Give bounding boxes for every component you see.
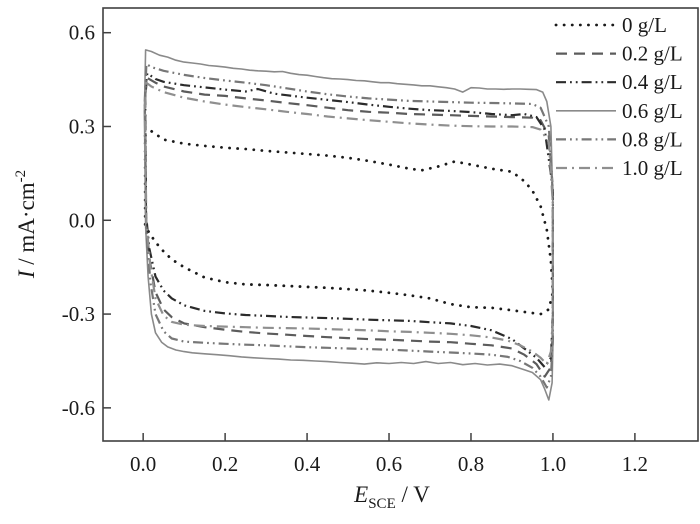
y-tick-label: 0.3 — [69, 114, 95, 138]
x-tick-label: 0.8 — [458, 452, 484, 476]
series-curve-0-4-g-l — [144, 72, 554, 369]
legend-label: 0.2 g/L — [622, 42, 683, 66]
x-tick-label: 0.4 — [294, 452, 321, 476]
y-tick-label: -0.3 — [62, 302, 95, 326]
y-tick-label: 0.0 — [69, 208, 95, 232]
plot-frame — [102, 7, 699, 442]
legend-label: 1.0 g/L — [622, 156, 683, 180]
series-curve-0-2-g-l — [144, 76, 554, 378]
x-tick-label: 0.2 — [212, 452, 238, 476]
series-curve-0-8-g-l — [143, 62, 554, 389]
x-axis-title: ESCE / V — [353, 482, 430, 512]
legend-entry: 0.8 g/L — [556, 127, 683, 151]
legend: 0 g/L 0.2 g/L 0.4 g/L 0.6 g/L 0.8 g/L 1.0 g/L — [554, 13, 683, 180]
y-tick-label: 0.6 — [69, 21, 95, 45]
legend-entry: 0 g/L — [554, 13, 667, 37]
x-tick-label: 0.0 — [130, 452, 156, 476]
series-curve-1-0-g-l — [143, 81, 554, 366]
legend-entry: 0.2 g/L — [556, 42, 683, 66]
series-curve-0-6-g-l — [143, 49, 554, 401]
x-tick-label: 1.0 — [540, 452, 566, 476]
y-axis-title: I / mA·cm-2 — [13, 170, 39, 279]
x-tick-label: 0.6 — [376, 452, 402, 476]
legend-label: 0.8 g/L — [622, 127, 683, 151]
x-tick-label: 1.2 — [622, 452, 648, 476]
legend-label: 0.6 g/L — [622, 99, 683, 123]
y-tick-label: -0.6 — [62, 396, 95, 420]
legend-label: 0 g/L — [622, 13, 667, 37]
legend-label: 0.4 g/L — [622, 70, 683, 94]
legend-entry: 0.4 g/L — [556, 70, 683, 94]
series-curve-0-g-l — [143, 129, 555, 316]
legend-entry: 0.6 g/L — [556, 99, 683, 123]
legend-entry: 1.0 g/L — [556, 156, 683, 180]
